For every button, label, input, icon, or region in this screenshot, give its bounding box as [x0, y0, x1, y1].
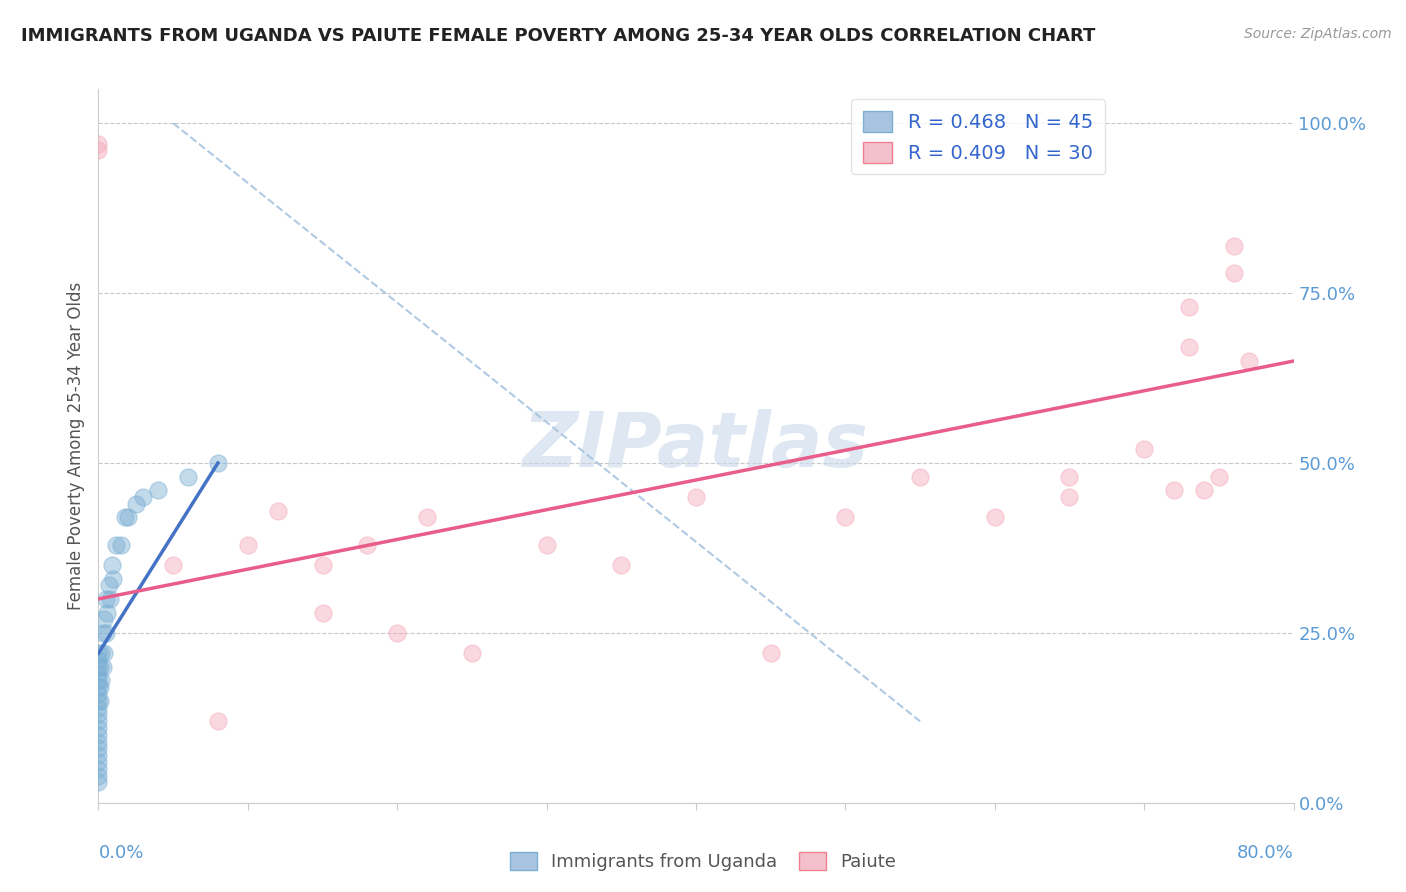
- Point: [87, 687, 110, 701]
- Point: [101, 558, 124, 572]
- Point: [267, 503, 290, 517]
- Point: [103, 572, 125, 586]
- Text: ZIPatlas: ZIPatlas: [523, 409, 869, 483]
- Point: [89, 660, 111, 674]
- Point: [94, 591, 117, 606]
- Point: [125, 497, 148, 511]
- Point: [356, 537, 378, 551]
- Point: [207, 456, 229, 470]
- Point: [148, 483, 170, 498]
- Text: 0.0%: 0.0%: [98, 845, 143, 863]
- Point: [834, 510, 856, 524]
- Point: [1237, 354, 1260, 368]
- Point: [93, 612, 115, 626]
- Point: [87, 734, 110, 748]
- Legend: R = 0.468   N = 45, R = 0.409   N = 30: R = 0.468 N = 45, R = 0.409 N = 30: [851, 99, 1105, 174]
- Point: [87, 714, 110, 729]
- Point: [87, 673, 110, 688]
- Point: [87, 666, 110, 681]
- Point: [87, 707, 110, 722]
- Point: [87, 680, 110, 694]
- Point: [385, 626, 409, 640]
- Point: [908, 469, 931, 483]
- Point: [98, 591, 122, 606]
- Point: [87, 694, 110, 708]
- Point: [87, 646, 110, 660]
- Point: [984, 510, 1007, 524]
- Point: [311, 558, 333, 572]
- Point: [1133, 442, 1156, 457]
- Point: [89, 694, 111, 708]
- Legend: Immigrants from Uganda, Paiute: Immigrants from Uganda, Paiute: [502, 845, 904, 879]
- Point: [759, 646, 782, 660]
- Point: [97, 578, 120, 592]
- Point: [96, 606, 118, 620]
- Point: [536, 537, 558, 551]
- Point: [110, 537, 132, 551]
- Point: [1163, 483, 1185, 498]
- Point: [461, 646, 484, 660]
- Point: [91, 660, 114, 674]
- Point: [1192, 483, 1215, 498]
- Point: [90, 673, 112, 688]
- Text: Source: ZipAtlas.com: Source: ZipAtlas.com: [1244, 27, 1392, 41]
- Point: [91, 626, 114, 640]
- Point: [87, 700, 110, 714]
- Point: [1178, 300, 1201, 314]
- Y-axis label: Female Poverty Among 25-34 Year Olds: Female Poverty Among 25-34 Year Olds: [66, 282, 84, 610]
- Point: [416, 510, 439, 524]
- Point: [1223, 266, 1246, 280]
- Point: [87, 769, 110, 783]
- Point: [610, 558, 633, 572]
- Point: [177, 469, 200, 483]
- Point: [236, 537, 259, 551]
- Point: [685, 490, 707, 504]
- Point: [87, 775, 110, 789]
- Point: [114, 510, 136, 524]
- Point: [1178, 341, 1201, 355]
- Point: [89, 680, 111, 694]
- Point: [87, 721, 110, 735]
- Point: [87, 660, 110, 674]
- Point: [132, 490, 155, 504]
- Point: [87, 762, 110, 776]
- Text: IMMIGRANTS FROM UGANDA VS PAIUTE FEMALE POVERTY AMONG 25-34 YEAR OLDS CORRELATIO: IMMIGRANTS FROM UGANDA VS PAIUTE FEMALE …: [21, 27, 1095, 45]
- Point: [93, 646, 115, 660]
- Point: [105, 537, 128, 551]
- Point: [87, 136, 110, 151]
- Point: [87, 748, 110, 763]
- Point: [90, 646, 112, 660]
- Point: [207, 714, 229, 729]
- Point: [117, 510, 139, 524]
- Text: 80.0%: 80.0%: [1237, 845, 1294, 863]
- Point: [1208, 469, 1230, 483]
- Point: [87, 755, 110, 769]
- Point: [87, 144, 110, 158]
- Point: [87, 653, 110, 667]
- Point: [311, 606, 333, 620]
- Point: [87, 741, 110, 756]
- Point: [87, 728, 110, 742]
- Point: [1059, 490, 1081, 504]
- Point: [162, 558, 184, 572]
- Point: [1223, 238, 1246, 252]
- Point: [1059, 469, 1081, 483]
- Point: [94, 626, 117, 640]
